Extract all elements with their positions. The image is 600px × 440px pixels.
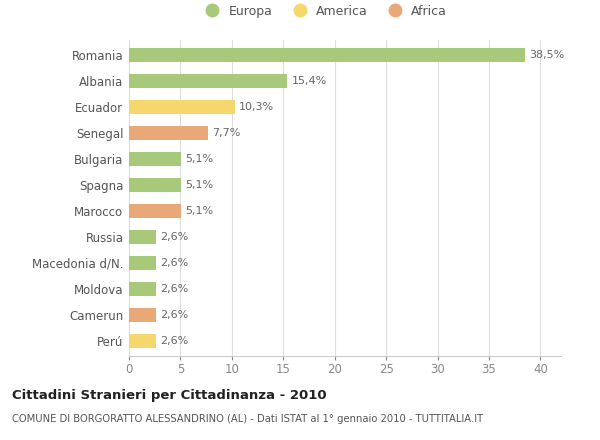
Bar	[129, 308, 156, 322]
Bar	[129, 282, 156, 296]
Bar	[129, 204, 181, 218]
Bar	[129, 256, 156, 270]
Bar	[129, 126, 208, 140]
Bar	[129, 100, 235, 114]
Bar	[129, 74, 287, 88]
Text: Cittadini Stranieri per Cittadinanza - 2010: Cittadini Stranieri per Cittadinanza - 2…	[12, 389, 326, 403]
Text: 5,1%: 5,1%	[185, 206, 214, 216]
Text: 7,7%: 7,7%	[212, 128, 241, 138]
Bar	[129, 334, 156, 348]
Text: 5,1%: 5,1%	[185, 180, 214, 190]
Text: 15,4%: 15,4%	[292, 76, 327, 86]
Legend: Europa, America, Africa: Europa, America, Africa	[200, 5, 447, 18]
Bar	[129, 178, 181, 192]
Text: 2,6%: 2,6%	[160, 310, 188, 320]
Text: 2,6%: 2,6%	[160, 336, 188, 346]
Text: 2,6%: 2,6%	[160, 284, 188, 294]
Text: 38,5%: 38,5%	[529, 50, 565, 60]
Bar	[129, 230, 156, 244]
Text: 2,6%: 2,6%	[160, 232, 188, 242]
Bar	[129, 152, 181, 166]
Text: COMUNE DI BORGORATTO ALESSANDRINO (AL) - Dati ISTAT al 1° gennaio 2010 - TUTTITA: COMUNE DI BORGORATTO ALESSANDRINO (AL) -…	[12, 414, 483, 425]
Text: 5,1%: 5,1%	[185, 154, 214, 164]
Bar	[129, 48, 525, 62]
Text: 2,6%: 2,6%	[160, 258, 188, 268]
Text: 10,3%: 10,3%	[239, 102, 274, 112]
